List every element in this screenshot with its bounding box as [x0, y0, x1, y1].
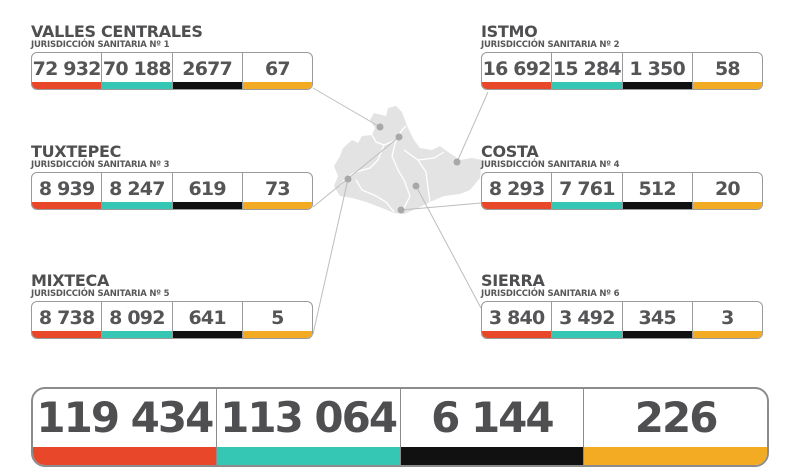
- region-name: MIXTECA: [31, 271, 110, 290]
- stat-deaths: 641: [172, 302, 243, 338]
- stat-confirmed: 8 293: [482, 173, 553, 209]
- region-stats-card: 8 738 8 092 641 5: [31, 301, 313, 339]
- stat-recovered: 3 492: [552, 302, 623, 338]
- region-name: VALLES CENTRALES: [31, 22, 203, 41]
- oaxaca-map-icon: [334, 106, 482, 214]
- stat-recovered: 8 092: [102, 302, 173, 338]
- stat-recovered: 70 188: [102, 53, 173, 89]
- total-recovered: 113 064: [216, 389, 401, 465]
- map-dots: [344, 123, 461, 214]
- region-stats-card: 16 692 15 284 1 350 58: [481, 52, 763, 90]
- region-subtitle: JURISDICCIÓN SANITARIA Nº 4: [481, 160, 620, 170]
- region-stats-card: 8 293 7 761 512 20: [481, 172, 763, 210]
- total-confirmed: 119 434: [33, 389, 217, 465]
- stat-active: 3: [692, 302, 762, 338]
- total-deaths: 6 144: [400, 389, 585, 465]
- region-name: TUXTEPEC: [31, 142, 122, 161]
- region-tuxtepec: TUXTEPEC JURISDICCIÓN SANITARIA Nº 3 8 9…: [31, 144, 313, 210]
- region-subtitle: JURISDICCIÓN SANITARIA Nº 2: [481, 40, 620, 50]
- region-sierra: SIERRA JURISDICCIÓN SANITARIA Nº 6 3 840…: [481, 273, 763, 339]
- state-totals-card: 119 434 113 064 6 144 226: [31, 387, 769, 467]
- stat-recovered: 7 761: [552, 173, 623, 209]
- stat-active: 20: [692, 173, 762, 209]
- region-name: COSTA: [481, 142, 539, 161]
- region-subtitle: JURISDICCIÓN SANITARIA Nº 6: [481, 289, 620, 299]
- region-istmo: ISTMO JURISDICCIÓN SANITARIA Nº 2 16 692…: [481, 24, 763, 90]
- stat-active: 73: [242, 173, 312, 209]
- region-stats-card: 3 840 3 492 345 3: [481, 301, 763, 339]
- connector-lines: [312, 87, 489, 335]
- region-subtitle: JURISDICCIÓN SANITARIA Nº 5: [31, 289, 170, 299]
- stat-recovered: 8 247: [102, 173, 173, 209]
- total-active: 226: [584, 389, 767, 465]
- stat-deaths: 2677: [172, 53, 243, 89]
- stat-deaths: 1 350: [622, 53, 693, 89]
- stat-recovered: 15 284: [552, 53, 623, 89]
- stat-confirmed: 72 932: [32, 53, 103, 89]
- stat-confirmed: 8 738: [32, 302, 103, 338]
- region-name: SIERRA: [481, 271, 545, 290]
- stat-deaths: 512: [622, 173, 693, 209]
- region-valles-centrales: VALLES CENTRALES JURISDICCIÓN SANITARIA …: [31, 24, 313, 90]
- stat-active: 58: [692, 53, 762, 89]
- stat-active: 5: [242, 302, 312, 338]
- map-overlay: [312, 87, 489, 335]
- region-costa: COSTA JURISDICCIÓN SANITARIA Nº 4 8 293 …: [481, 144, 763, 210]
- stat-deaths: 345: [622, 302, 693, 338]
- region-stats-card: 72 932 70 188 2677 67: [31, 52, 313, 90]
- stat-confirmed: 3 840: [482, 302, 553, 338]
- stat-active: 67: [242, 53, 312, 89]
- region-subtitle: JURISDICCIÓN SANITARIA Nº 1: [31, 40, 170, 50]
- region-stats-card: 8 939 8 247 619 73: [31, 172, 313, 210]
- stat-confirmed: 8 939: [32, 173, 103, 209]
- stat-deaths: 619: [172, 173, 243, 209]
- region-subtitle: JURISDICCIÓN SANITARIA Nº 3: [31, 160, 170, 170]
- region-mixteca: MIXTECA JURISDICCIÓN SANITARIA Nº 5 8 73…: [31, 273, 313, 339]
- region-name: ISTMO: [481, 22, 538, 41]
- stat-confirmed: 16 692: [482, 53, 553, 89]
